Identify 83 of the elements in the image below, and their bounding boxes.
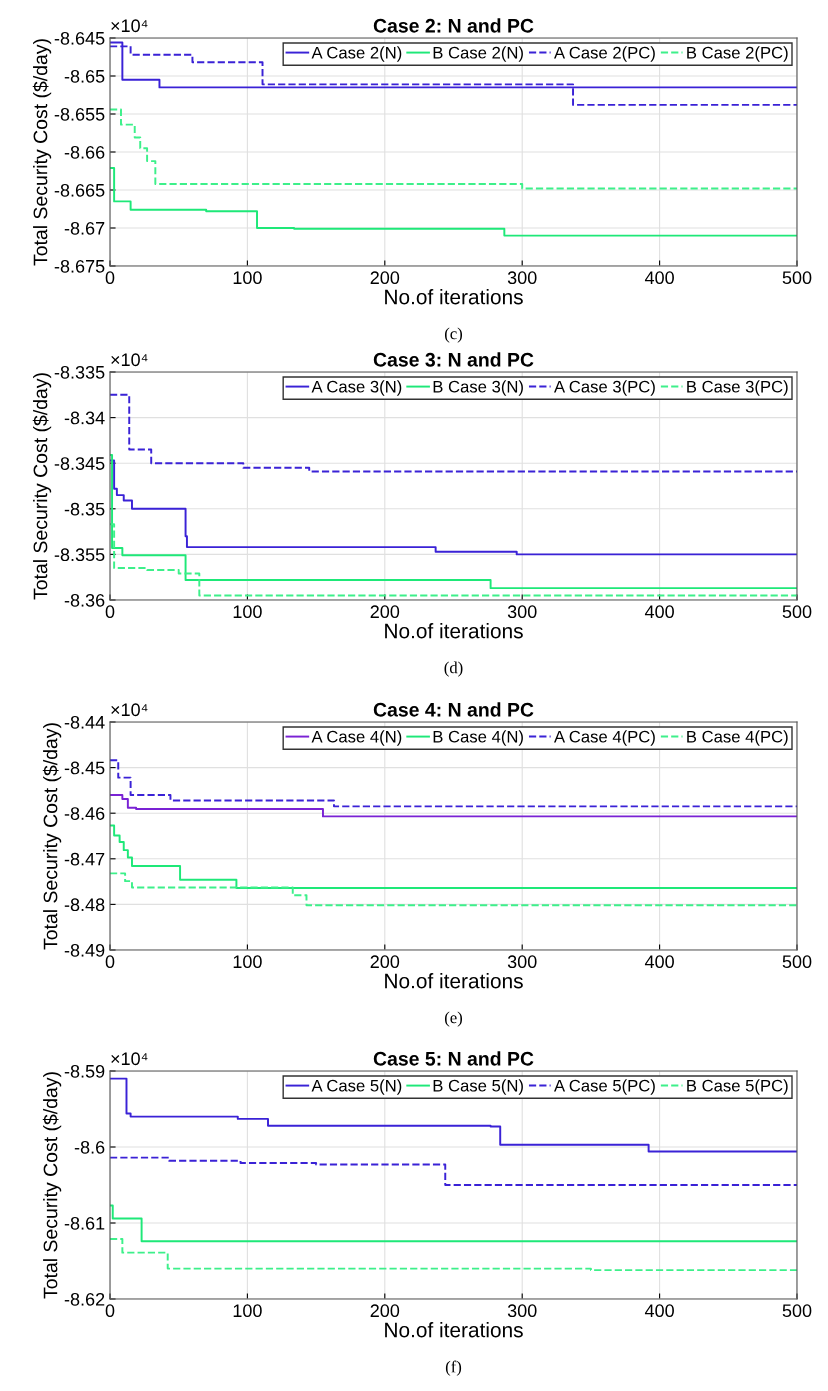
x-tick-label: 0 [105,1304,115,1318]
legend-label: A Case 3(N) [311,380,402,396]
x-axis-title: No.of iterations [385,289,523,305]
y-tick-label: -8.45 [64,761,105,775]
y-tick-label: -8.665 [54,183,105,197]
y-tick-label: -8.44 [64,715,105,729]
text: (e) [444,1011,463,1027]
x-tick-label: 500 [782,271,812,285]
legend-label: B Case 3(PC) [687,380,788,396]
x-axis-title: No.of iterations [385,973,523,989]
chart-title: Case 5: N and PC [373,1051,534,1066]
x-tick-label: 400 [644,605,674,619]
x-axis-title: No.of iterations [385,623,523,639]
text: (f) [445,1360,462,1376]
y-tick-label: -8.62 [64,1292,105,1306]
y-axis-title: Total Security Cost ($/day) [42,723,62,950]
y-tick-label: -8.47 [64,852,105,866]
x-tick-label: 0 [105,605,115,619]
y-tick-label: -8.345 [54,457,105,470]
x-tick-label: 500 [782,955,812,969]
text: ×10⁴ [111,353,148,367]
y-tick-label: -8.6 [74,1140,105,1154]
x-tick-label: 200 [370,1304,400,1318]
x-tick-label: 100 [233,955,262,969]
legend-label: A Case 2(N) [311,46,402,62]
legend-label: B Case 2(N) [433,46,523,62]
legend-label: A Case 3(PC) [554,380,655,396]
legend-label: A Case 4(N) [311,730,402,746]
x-tick-label: 100 [233,271,262,285]
x-tick-label: 300 [507,271,537,285]
x-tick-label: 300 [507,955,537,969]
x-tick-label: 400 [644,1304,674,1318]
y-tick-label: -8.36 [64,593,105,607]
x-tick-label: 0 [105,955,115,969]
x-tick-label: 0 [105,271,115,285]
x-tick-label: 200 [370,271,400,285]
y-tick-label: -8.59 [64,1064,105,1078]
y-tick-label: -8.49 [64,943,105,957]
legend-label: A Case 4(PC) [554,730,655,746]
x-tick-label: 300 [507,1304,537,1318]
chart-title: Case 4: N and PC [373,702,534,717]
text: ×10⁴ [111,1052,148,1066]
y-tick-label: -8.355 [54,548,105,562]
y-axis-title: Total Security Cost ($/day) [42,1072,62,1299]
x-tick-label: 100 [233,605,262,619]
chart-title: Case 3: N and PC [373,352,534,367]
legend-label: B Case 5(N) [433,1079,523,1095]
legend-label: B Case 3(N) [433,380,523,396]
y-tick-label: -8.48 [64,898,105,912]
chart-title: Case 2: N and PC [373,18,534,33]
y-tick-label: -8.66 [64,145,105,159]
legend-label: B Case 4(N) [433,730,523,746]
y-tick-label: -8.675 [54,259,105,273]
y-tick-label: -8.34 [64,411,105,425]
x-tick-label: 100 [233,1304,262,1318]
y-tick-label: -8.645 [54,31,105,45]
x-tick-label: 300 [507,605,537,619]
y-tick-label: -8.655 [54,107,105,121]
y-axis-title: Total Security Cost ($/day) [32,373,52,600]
x-tick-label: 400 [644,955,674,969]
x-axis-title: No.of iterations [385,1322,523,1338]
y-tick-label: -8.335 [54,365,105,379]
text: (d) [444,661,463,677]
y-tick-label: -8.46 [64,807,105,820]
legend-label: B Case 5(PC) [687,1079,788,1095]
legend-label: A Case 2(PC) [554,46,655,62]
x-tick-label: 500 [782,1304,812,1318]
y-tick-label: -8.61 [64,1216,105,1230]
legend-label: A Case 5(PC) [554,1079,655,1095]
y-tick-label: -8.67 [64,221,105,235]
y-tick-label: -8.35 [64,502,105,516]
x-tick-label: 200 [370,955,400,969]
text: (c) [444,327,463,343]
legend-label: B Case 4(PC) [687,730,788,746]
text: ×10⁴ [111,703,148,717]
x-tick-label: 500 [782,605,812,619]
x-tick-label: 200 [370,605,400,619]
y-axis-title: Total Security Cost ($/day) [32,39,52,266]
legend-label: A Case 5(N) [311,1079,402,1095]
legend-label: B Case 2(PC) [687,46,788,62]
text: ×10⁴ [111,19,148,33]
y-tick-label: -8.65 [64,69,105,83]
x-tick-label: 400 [644,271,674,285]
